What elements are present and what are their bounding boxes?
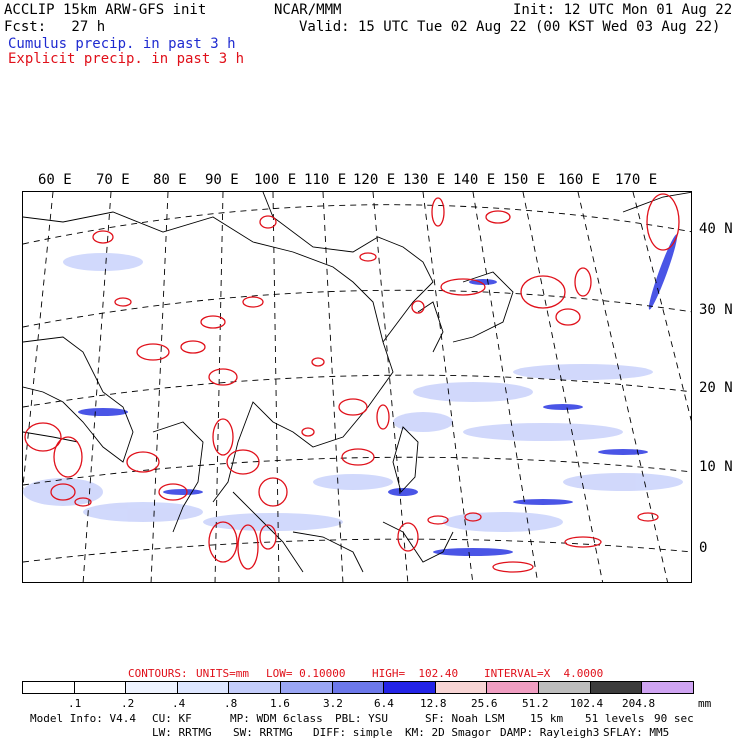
contours-interval: INTERVAL=X 4.0000	[484, 667, 604, 680]
cumulus-precip-strong	[78, 234, 678, 556]
footer-resolution: 15 km	[530, 712, 564, 725]
product-title: ACCLIP 15km ARW-GFS init	[4, 2, 207, 18]
colorbar-swatch	[126, 682, 178, 693]
footer-mp: MP: WDM 6class	[230, 712, 323, 725]
legend-explicit-precip: Explicit precip. in past 3 h	[8, 51, 245, 67]
colorbar-tick-label: 51.2	[522, 697, 549, 710]
colorbar-swatch	[590, 682, 643, 693]
colorbar-tick-label: 204.8	[622, 697, 656, 710]
footer-timestep: 90 sec	[654, 712, 694, 725]
lat-label-40n: 40 N	[699, 221, 733, 237]
colorbar-unit: mm	[698, 697, 712, 710]
footer-lw: LW: RRTMG	[152, 726, 212, 739]
lon-label-90e: 90 E	[205, 172, 239, 188]
colorbar-swatch	[487, 682, 540, 693]
init-time: Init: 12 UTC Mon 01 Aug 22	[513, 2, 733, 18]
colorbar-swatch	[177, 682, 230, 693]
lon-label-110e: 110 E	[304, 172, 347, 188]
footer-model-info: Model Info: V4.4	[30, 712, 136, 725]
lon-label-170e: 170 E	[615, 172, 658, 188]
footer-sf: SF: Noah LSM	[425, 712, 505, 725]
lat-label-0: 0	[699, 540, 708, 556]
colorbar-tick-label: .2	[121, 697, 135, 710]
footer-pbl: PBL: YSU	[335, 712, 388, 725]
lat-label-20n: 20 N	[699, 380, 733, 396]
lon-label-160e: 160 E	[558, 172, 601, 188]
colorbar-tick-label: 1.6	[270, 697, 290, 710]
colorbar-tick-label: 3.2	[323, 697, 343, 710]
colorbar-swatch	[642, 682, 693, 693]
colorbar-swatch	[229, 682, 282, 693]
footer-cu: CU: KF	[152, 712, 192, 725]
contours-units: UNITS=mm	[196, 667, 249, 680]
lat-label-30n: 30 N	[699, 302, 733, 318]
colorbar-tick-label: 102.4	[570, 697, 604, 710]
colorbar-tick-label: .4	[172, 697, 186, 710]
lon-label-80e: 80 E	[153, 172, 187, 188]
footer-damp: DAMP: Rayleigh3	[500, 726, 600, 739]
footer-km: KM: 2D Smagor	[405, 726, 492, 739]
map-canvas	[23, 192, 691, 582]
footer-sw: SW: RRTMG	[233, 726, 293, 739]
lon-label-150e: 150 E	[503, 172, 546, 188]
colorbar-tick-label: .8	[224, 697, 238, 710]
lon-label-140e: 140 E	[453, 172, 496, 188]
colorbar-swatch	[384, 682, 436, 693]
lat-lon-grid	[23, 192, 691, 582]
lon-label-100e: 100 E	[254, 172, 297, 188]
colorbar-swatch	[435, 682, 488, 693]
lat-label-10n: 10 N	[699, 459, 733, 475]
coastlines	[23, 192, 691, 573]
explicit-precip-contours	[24, 193, 680, 573]
legend-cumulus-precip: Cumulus precip. in past 3 h	[8, 36, 236, 52]
colorbar-swatch	[23, 682, 75, 693]
colorbar-swatch	[539, 682, 591, 693]
organization-label: NCAR/MMM	[274, 2, 342, 18]
colorbar-tick-label: 6.4	[374, 697, 394, 710]
cumulus-precip-field	[23, 253, 683, 532]
colorbar-swatch	[332, 682, 385, 693]
lon-label-120e: 120 E	[353, 172, 396, 188]
valid-time: Valid: 15 UTC Tue 02 Aug 22 (00 KST Wed …	[299, 19, 721, 35]
colorbar-tick-label: 25.6	[471, 697, 498, 710]
precip-colorbar	[22, 681, 694, 694]
footer-levels: 51 levels	[585, 712, 645, 725]
contours-low: LOW= 0.10000	[266, 667, 346, 680]
forecast-hour: Fcst: 27 h	[4, 19, 106, 35]
contours-label: CONTOURS:	[128, 667, 188, 680]
lon-label-130e: 130 E	[403, 172, 446, 188]
colorbar-swatch	[281, 682, 333, 693]
colorbar-tick-label: .1	[68, 697, 82, 710]
precipitation-map	[22, 191, 692, 583]
colorbar-tick-label: 12.8	[420, 697, 447, 710]
footer-sflay: SFLAY: MM5	[603, 726, 670, 739]
lon-label-60e: 60 E	[38, 172, 72, 188]
lon-label-70e: 70 E	[96, 172, 130, 188]
footer-diff: DIFF: simple	[313, 726, 393, 739]
colorbar-swatch	[74, 682, 127, 693]
contours-high: HIGH= 102.40	[372, 667, 459, 680]
